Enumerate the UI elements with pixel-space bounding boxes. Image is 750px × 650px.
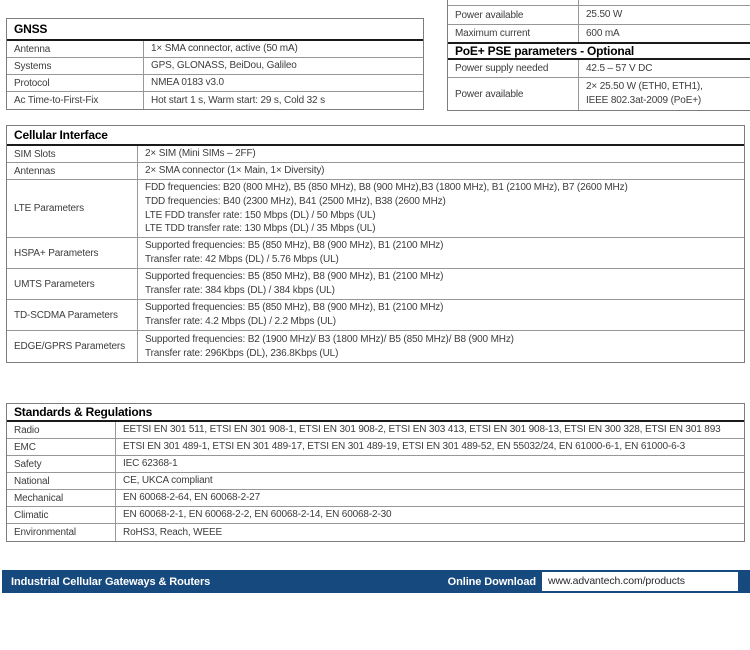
row-label: National bbox=[7, 473, 116, 489]
row-label: Protocol bbox=[7, 75, 144, 91]
standards-table-title: Standards & Regulations bbox=[7, 404, 744, 422]
row-label: Environmental bbox=[7, 524, 116, 541]
row-value: Supported frequencies: B5 (850 MHz), B8 … bbox=[145, 240, 444, 265]
table-row: UMTS Parameters Supported frequencies: B… bbox=[7, 269, 744, 300]
row-label: Safety bbox=[7, 456, 116, 472]
table-row: HSPA+ Parameters Supported frequencies: … bbox=[7, 238, 744, 269]
row-label: HSPA+ Parameters bbox=[7, 238, 138, 268]
table-row: EDGE/GPRS Parameters Supported frequenci… bbox=[7, 331, 744, 362]
table-row-clipped bbox=[448, 0, 750, 6]
row-label: Climatic bbox=[7, 507, 116, 523]
row-label: Mechanical bbox=[7, 490, 116, 506]
row-value: NMEA 0183 v3.0 bbox=[151, 77, 224, 89]
gnss-table: GNSS Antenna 1× SMA connector, active (5… bbox=[6, 18, 424, 110]
table-row: Antennas 2× SMA connector (1× Main, 1× D… bbox=[7, 163, 744, 180]
row-value: Supported frequencies: B2 (1900 MHz)/ B3… bbox=[145, 333, 514, 359]
table-row: EMC ETSI EN 301 489-1, ETSI EN 301 489-1… bbox=[7, 439, 744, 456]
table-row: Climatic EN 60068-2-1, EN 60068-2-2, EN … bbox=[7, 507, 744, 524]
table-row: National CE, UKCA compliant bbox=[7, 473, 744, 490]
row-label bbox=[448, 0, 579, 5]
row-value: 2× 25.50 W (ETH0, ETH1), IEEE 802.3at-20… bbox=[586, 81, 703, 106]
row-label: Antennas bbox=[7, 163, 138, 179]
footer-product-family-title: Industrial Cellular Gateways & Routers bbox=[11, 575, 211, 588]
table-row: Environmental RoHS3, Reach, WEEE bbox=[7, 524, 744, 541]
gnss-table-title: GNSS bbox=[7, 19, 423, 41]
footer-bar: Industrial Cellular Gateways & Routers O… bbox=[2, 570, 750, 593]
row-value: 600 mA bbox=[586, 27, 620, 39]
row-value: RoHS3, Reach, WEEE bbox=[123, 526, 223, 538]
row-label: Ac Time-to-First-Fix bbox=[7, 92, 144, 109]
row-label: Systems bbox=[7, 58, 144, 74]
row-label: Radio bbox=[7, 422, 116, 438]
table-row: Radio EETSI EN 301 511, ETSI EN 301 908-… bbox=[7, 422, 744, 439]
poe-section-title: PoE+ PSE parameters - Optional bbox=[448, 42, 750, 60]
row-value bbox=[579, 0, 750, 5]
row-label: EDGE/GPRS Parameters bbox=[7, 331, 138, 362]
row-label: Power supply needed bbox=[448, 60, 579, 77]
table-row: SIM Slots 2× SIM (Mini SIMs – 2FF) bbox=[7, 146, 744, 163]
table-row: Power available 2× 25.50 W (ETH0, ETH1),… bbox=[448, 78, 750, 110]
row-value: Supported frequencies: B5 (850 MHz), B8 … bbox=[145, 271, 444, 296]
row-label: TD-SCDMA Parameters bbox=[7, 300, 138, 330]
row-value: IEC 62368-1 bbox=[123, 458, 178, 470]
table-row: Protocol NMEA 0183 v3.0 bbox=[7, 75, 423, 92]
row-value: Hot start 1 s, Warm start: 29 s, Cold 32… bbox=[151, 94, 325, 106]
table-row: Antenna 1× SMA connector, active (50 mA) bbox=[7, 41, 423, 58]
table-row: Mechanical EN 60068-2-64, EN 60068-2-27 bbox=[7, 490, 744, 507]
row-label: UMTS Parameters bbox=[7, 269, 138, 299]
row-label: Antenna bbox=[7, 41, 144, 57]
cellular-interface-table: Cellular Interface SIM Slots 2× SIM (Min… bbox=[6, 125, 745, 363]
row-label: Power available bbox=[448, 78, 579, 110]
table-row: Maximum current 600 mA bbox=[448, 25, 750, 42]
row-value: ETSI EN 301 489-1, ETSI EN 301 489-17, E… bbox=[123, 441, 686, 453]
row-value: 1× SMA connector, active (50 mA) bbox=[151, 43, 298, 55]
row-label: Maximum current bbox=[448, 25, 579, 42]
row-value: Supported frequencies: B5 (850 MHz), B8 … bbox=[145, 302, 444, 327]
row-label: Power available bbox=[448, 6, 579, 24]
table-row: Ac Time-to-First-Fix Hot start 1 s, Warm… bbox=[7, 92, 423, 109]
row-value: 25.50 W bbox=[586, 9, 623, 21]
row-value: EN 60068-2-64, EN 60068-2-27 bbox=[123, 492, 261, 504]
row-value: 2× SIM (Mini SIMs – 2FF) bbox=[145, 148, 256, 160]
row-label: SIM Slots bbox=[7, 146, 138, 162]
row-value: EETSI EN 301 511, ETSI EN 301 908-1, ETS… bbox=[123, 424, 721, 436]
online-download-label: Online Download bbox=[447, 575, 536, 588]
table-row: Power available 25.50 W bbox=[448, 6, 750, 25]
row-value: FDD frequencies: B20 (800 MHz), B5 (850 … bbox=[145, 182, 628, 235]
table-row: Safety IEC 62368-1 bbox=[7, 456, 744, 473]
table-row: LTE Parameters FDD frequencies: B20 (800… bbox=[7, 180, 744, 238]
table-row: Power supply needed 42.5 – 57 V DC bbox=[448, 60, 750, 78]
standards-regulations-table: Standards & Regulations Radio EETSI EN 3… bbox=[6, 403, 745, 542]
row-value: CE, UKCA compliant bbox=[123, 475, 213, 487]
download-url-link[interactable]: www.advantech.com/products bbox=[542, 572, 738, 591]
table-row: Systems GPS, GLONASS, BeiDou, Galileo bbox=[7, 58, 423, 75]
row-value: EN 60068-2-1, EN 60068-2-2, EN 60068-2-1… bbox=[123, 509, 392, 521]
row-value: GPS, GLONASS, BeiDou, Galileo bbox=[151, 60, 297, 72]
cellular-table-title: Cellular Interface bbox=[7, 126, 744, 146]
table-row: TD-SCDMA Parameters Supported frequencie… bbox=[7, 300, 744, 331]
power-poe-table: Power available 25.50 W Maximum current … bbox=[447, 0, 750, 111]
row-value: 42.5 – 57 V DC bbox=[586, 62, 653, 74]
row-label: EMC bbox=[7, 439, 116, 455]
row-value: 2× SMA connector (1× Main, 1× Diversity) bbox=[145, 165, 325, 177]
footer-download-group: Online Download www.advantech.com/produc… bbox=[448, 572, 750, 591]
row-label: LTE Parameters bbox=[7, 180, 138, 237]
